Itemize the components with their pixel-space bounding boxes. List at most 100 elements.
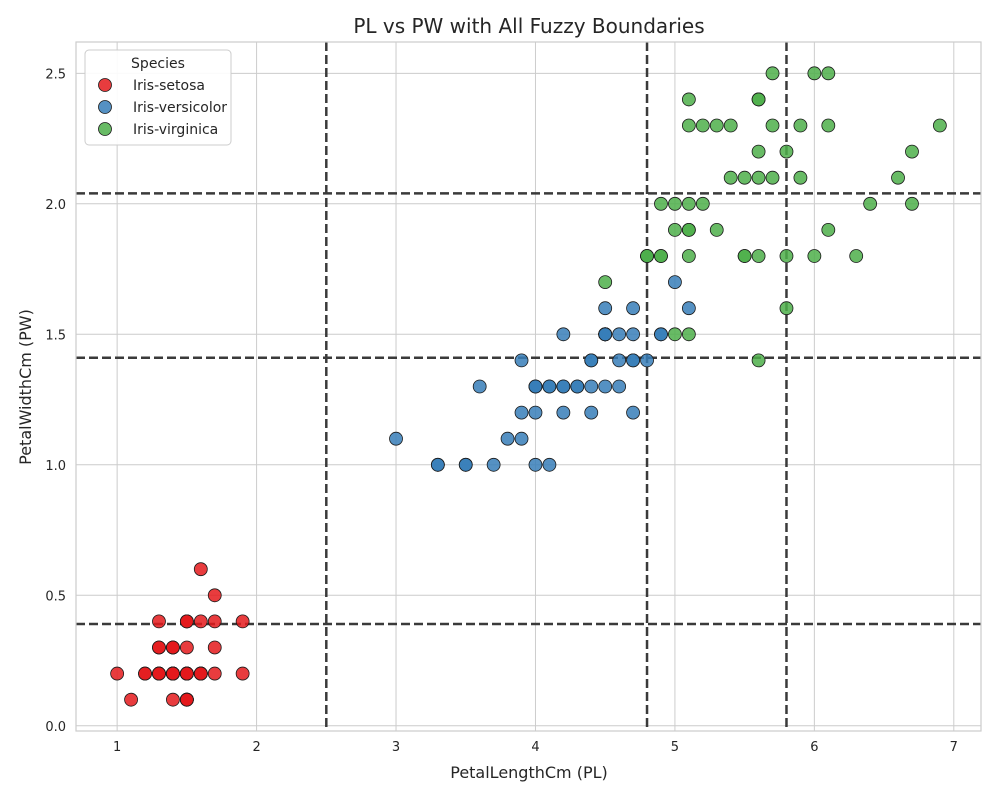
data-point [612,353,627,368]
data-point [542,457,557,472]
data-point [166,640,180,655]
data-point [668,223,682,237]
series-iris-virginica [598,66,947,368]
data-point [152,640,166,655]
data-point [932,118,947,133]
data-point [905,144,919,159]
plot-area [76,42,981,731]
data-point [863,196,878,211]
data-point [668,275,682,290]
data-point [207,640,222,655]
data-point [598,301,613,316]
data-point [821,66,836,81]
data-point [110,666,125,681]
data-point [681,223,696,237]
data-point [695,196,710,211]
data-point [528,405,543,420]
data-point [193,666,208,681]
data-point [500,431,515,446]
data-point [207,614,222,629]
data-point [779,249,794,263]
data-point [179,692,194,707]
y-tick-labels: 0.0 0.5 1.0 1.5 2.0 2.5 [45,67,66,734]
data-point [207,666,222,681]
plot-border [75,41,982,732]
data-point [765,66,780,81]
data-point [765,170,780,185]
data-point [166,666,180,681]
data-point [486,457,501,472]
data-point [528,457,543,472]
data-point [542,379,557,394]
y-tick-label: 1.0 [45,459,66,474]
data-point [598,327,613,342]
data-point [458,457,473,472]
data-point [793,170,808,185]
fuzzy-boundaries [76,42,981,731]
x-axis-label: PetalLengthCm (PL) [450,763,608,782]
data-point [779,301,794,316]
x-tick-label: 6 [810,740,818,755]
legend: Species Iris-setosa Iris-versicolor Iris-vi… [84,49,232,146]
data-point [570,379,585,394]
x-tick-label: 4 [531,740,539,755]
data-point [695,118,710,133]
data-point [751,144,766,159]
data-point [654,196,668,211]
data-point [166,692,180,707]
plot-frame [75,41,982,732]
data-point [681,92,696,107]
data-point [556,379,571,394]
data-point [584,405,599,420]
legend-marker [98,78,112,92]
data-point [612,327,627,342]
data-point [751,249,766,263]
data-point [891,170,905,185]
data-point [193,562,208,577]
chart-title: PL vs PW with All Fuzzy Boundaries [353,14,704,38]
data-point [430,457,445,472]
data-point [598,275,613,290]
x-tick-labels: 1 2 3 4 5 6 7 [113,740,958,755]
data-point [681,196,696,211]
legend-title: Species [131,56,185,72]
data-point [584,353,599,368]
y-axis-label: PetalWidthCm (PW) [16,309,35,465]
x-tick-label: 3 [392,740,400,755]
legend-marker [98,100,112,114]
data-point [737,170,752,185]
plot-background [76,42,981,731]
data-point [152,666,166,681]
y-tick-label: 2.5 [45,67,66,82]
data-point [668,327,682,342]
data-point [235,614,250,629]
data-point [737,249,752,263]
legend-box [84,49,232,146]
data-point [640,249,654,263]
data-point [235,666,250,681]
data-point [765,118,780,133]
data-point [723,118,738,133]
data-point [654,249,668,263]
data-point [668,196,682,211]
data-point [807,249,822,263]
data-point [751,92,766,107]
data-point [626,353,640,368]
data-point [709,223,724,237]
data-point [528,379,543,394]
data-point [584,379,599,394]
data-point [193,614,208,629]
data-point [556,405,571,420]
legend-entry: Iris-versicolor [133,100,227,116]
y-tick-label: 0.0 [45,720,66,735]
x-tick-label: 1 [113,740,121,755]
data-point [751,353,766,368]
data-point [654,327,668,342]
data-point [179,666,194,681]
y-tick-label: 0.5 [45,589,66,604]
data-point [821,118,836,133]
data-point [681,301,696,316]
data-point [681,327,696,342]
data-point [681,118,696,133]
